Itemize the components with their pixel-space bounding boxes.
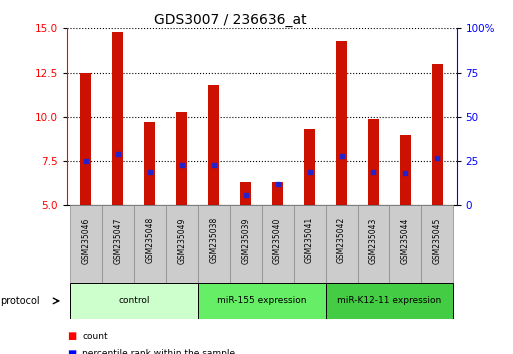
Text: ■: ■: [67, 331, 76, 341]
Bar: [70, 283, 198, 319]
Bar: [112, 32, 124, 205]
Text: GSM235039: GSM235039: [241, 217, 250, 264]
Text: GSM235041: GSM235041: [305, 217, 314, 263]
Bar: [176, 112, 187, 205]
Bar: [134, 205, 166, 283]
Text: GSM235038: GSM235038: [209, 217, 218, 263]
Bar: [389, 205, 421, 283]
Text: percentile rank within the sample: percentile rank within the sample: [82, 349, 235, 354]
Bar: [326, 283, 453, 319]
Bar: [198, 205, 230, 283]
Bar: [102, 205, 134, 283]
Bar: [166, 205, 198, 283]
Bar: [80, 73, 91, 205]
Text: GSM235047: GSM235047: [113, 217, 122, 264]
Bar: [70, 205, 102, 283]
Text: GSM235042: GSM235042: [337, 217, 346, 263]
Bar: [336, 41, 347, 205]
Text: GSM235045: GSM235045: [433, 217, 442, 264]
Text: GSM235044: GSM235044: [401, 217, 410, 264]
Bar: [208, 85, 219, 205]
Text: GSM235048: GSM235048: [145, 217, 154, 263]
Bar: [293, 205, 326, 283]
Bar: [304, 129, 315, 205]
Bar: [432, 64, 443, 205]
Text: miR-K12-11 expression: miR-K12-11 expression: [338, 296, 442, 306]
Bar: [326, 205, 358, 283]
Text: GSM235046: GSM235046: [82, 217, 90, 264]
Bar: [144, 122, 155, 205]
Title: GDS3007 / 236636_at: GDS3007 / 236636_at: [154, 13, 307, 27]
Bar: [272, 182, 283, 205]
Text: GSM235040: GSM235040: [273, 217, 282, 264]
Text: miR-155 expression: miR-155 expression: [217, 296, 306, 306]
Bar: [421, 205, 453, 283]
Bar: [368, 119, 379, 205]
Bar: [230, 205, 262, 283]
Bar: [358, 205, 389, 283]
Text: protocol: protocol: [0, 296, 40, 306]
Bar: [400, 135, 411, 205]
Text: ■: ■: [67, 349, 76, 354]
Bar: [198, 283, 326, 319]
Bar: [262, 205, 293, 283]
Text: GSM235049: GSM235049: [177, 217, 186, 264]
Bar: [240, 182, 251, 205]
Text: GSM235043: GSM235043: [369, 217, 378, 264]
Text: count: count: [82, 332, 108, 341]
Text: control: control: [118, 296, 150, 306]
